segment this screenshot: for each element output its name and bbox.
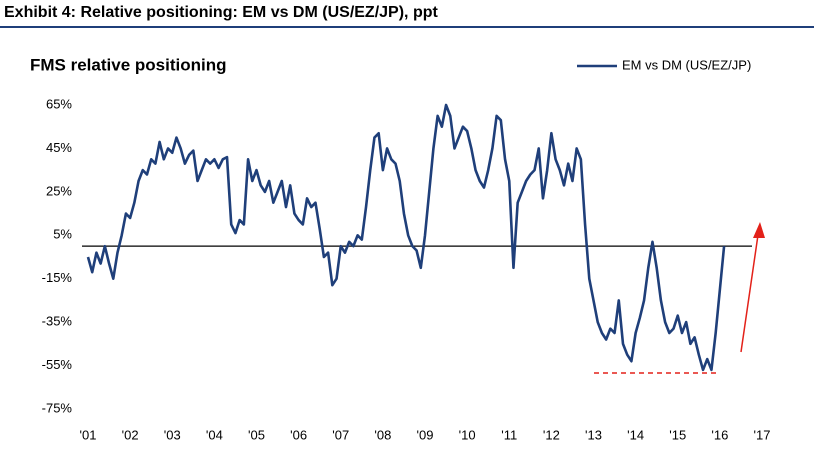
x-tick-label: '10 [459, 427, 476, 442]
x-tick-label: '03 [164, 427, 181, 442]
x-tick-label: '08 [374, 427, 391, 442]
y-tick-label: 5% [53, 227, 72, 242]
x-tick-label: '09 [417, 427, 434, 442]
y-tick-label: 65% [46, 96, 72, 111]
x-tick-label: '04 [206, 427, 223, 442]
y-tick-label: -15% [42, 270, 73, 285]
legend-label: EM vs DM (US/EZ/JP) [622, 57, 751, 72]
y-tick-label: 45% [46, 140, 72, 155]
x-tick-label: '06 [290, 427, 307, 442]
arrow-shaft [740, 234, 759, 353]
arrow-head [753, 222, 765, 238]
x-tick-label: '05 [248, 427, 265, 442]
x-tick-label: '17 [754, 427, 771, 442]
chart-title: FMS relative positioning [30, 55, 226, 74]
x-tick-label: '01 [80, 427, 97, 442]
x-tick-label: '02 [122, 427, 139, 442]
x-tick-label: '15 [669, 427, 686, 442]
x-tick-label: '16 [711, 427, 728, 442]
x-tick-label: '07 [332, 427, 349, 442]
header-title: Exhibit 4: Relative positioning: EM vs D… [4, 4, 438, 21]
line-series [86, 103, 726, 372]
y-tick-label: -35% [42, 314, 73, 329]
x-tick-label: '12 [543, 427, 560, 442]
x-tick-label: '13 [585, 427, 602, 442]
x-tick-label: '11 [501, 427, 517, 442]
y-tick-label: 25% [46, 183, 72, 198]
y-tick-label: -55% [42, 357, 73, 372]
x-tick-label: '14 [627, 427, 644, 442]
y-tick-label: -75% [42, 400, 73, 415]
